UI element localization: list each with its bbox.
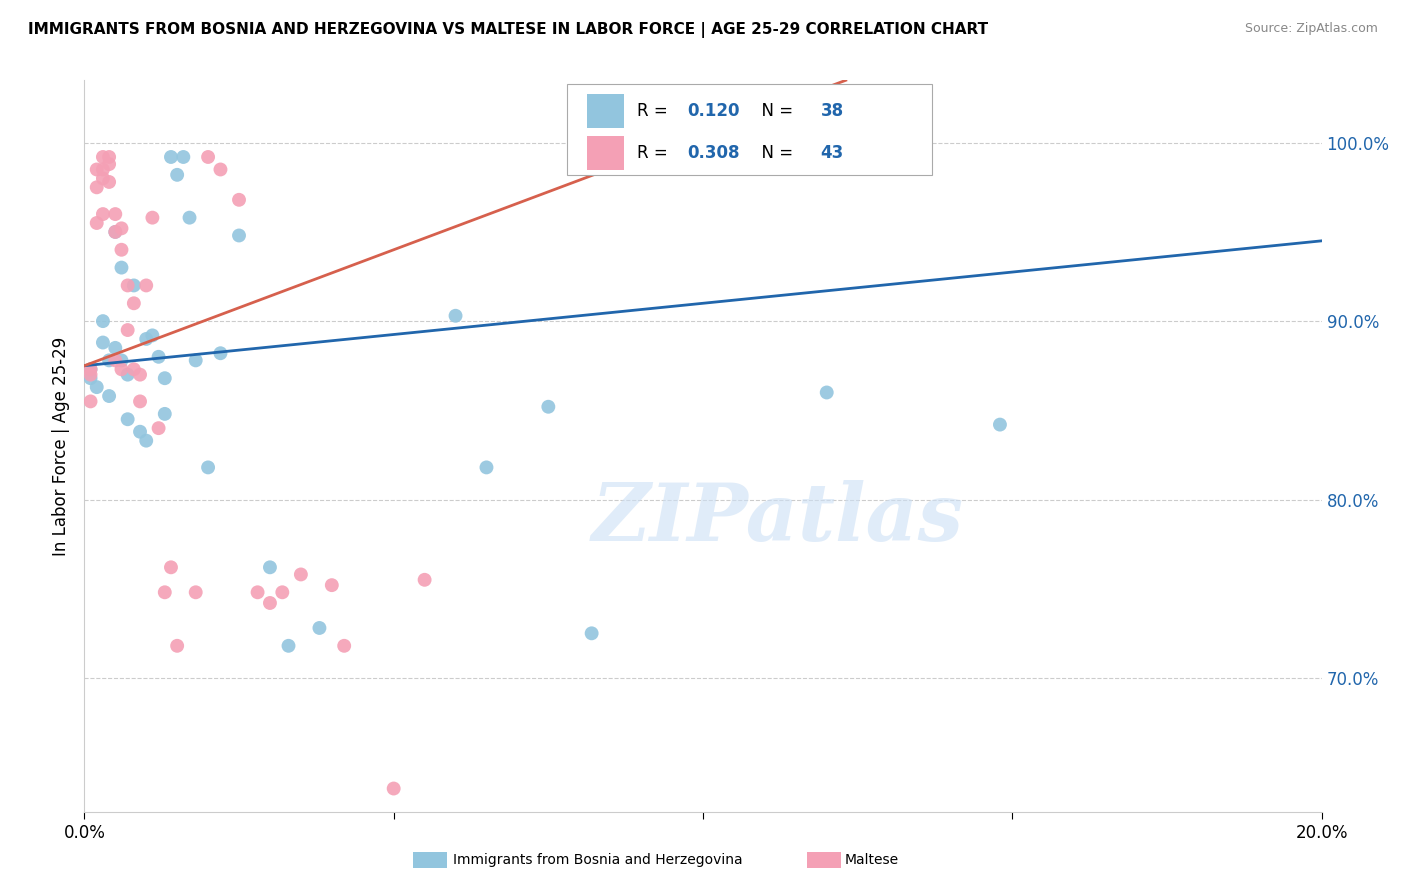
Point [537, 400, 560, 414]
Point [79, 362, 101, 376]
Point [117, 368, 139, 382]
Point [91, 171, 114, 186]
Point [122, 278, 145, 293]
Text: N =: N = [751, 145, 799, 162]
Text: R =: R = [637, 103, 673, 120]
Point [110, 243, 132, 257]
Point [98, 353, 121, 368]
Point [117, 278, 139, 293]
Point [333, 639, 356, 653]
Point [160, 150, 183, 164]
Text: ZIPatlas: ZIPatlas [591, 481, 963, 558]
Point [153, 407, 176, 421]
Text: 43: 43 [821, 145, 844, 162]
Point [129, 425, 152, 439]
Point [197, 460, 219, 475]
Point [79, 394, 101, 409]
Y-axis label: In Labor Force | Age 25-29: In Labor Force | Age 25-29 [52, 336, 70, 556]
Point [122, 296, 145, 310]
Point [160, 560, 183, 574]
Point [86, 380, 108, 394]
Point [135, 278, 157, 293]
Point [228, 228, 250, 243]
Point [988, 417, 1011, 432]
Point [271, 585, 294, 599]
Point [166, 639, 188, 653]
Point [86, 216, 108, 230]
Point [172, 150, 194, 164]
Point [259, 596, 281, 610]
Point [110, 362, 132, 376]
Point [117, 412, 139, 426]
Point [382, 781, 405, 796]
Point [129, 394, 152, 409]
FancyBboxPatch shape [586, 136, 624, 170]
Point [91, 207, 114, 221]
Point [117, 323, 139, 337]
Point [98, 157, 121, 171]
Point [135, 332, 157, 346]
Point [91, 150, 114, 164]
Point [148, 421, 170, 435]
Point [166, 168, 188, 182]
Point [148, 350, 170, 364]
Point [98, 150, 121, 164]
Text: Immigrants from Bosnia and Herzegovina: Immigrants from Bosnia and Herzegovina [453, 853, 742, 867]
Text: 38: 38 [821, 103, 844, 120]
Point [91, 335, 114, 350]
Point [98, 175, 121, 189]
Text: R =: R = [637, 145, 673, 162]
Point [228, 193, 250, 207]
Text: N =: N = [751, 103, 799, 120]
Point [91, 314, 114, 328]
Point [184, 585, 207, 599]
Point [581, 626, 603, 640]
Point [98, 389, 121, 403]
Point [104, 341, 127, 355]
Point [259, 560, 281, 574]
Point [129, 368, 152, 382]
Point [153, 371, 176, 385]
Point [79, 368, 101, 382]
FancyBboxPatch shape [586, 94, 624, 128]
Point [110, 353, 132, 368]
Point [91, 162, 114, 177]
Point [413, 573, 436, 587]
Point [308, 621, 330, 635]
Point [110, 221, 132, 235]
Point [179, 211, 201, 225]
Point [86, 180, 108, 194]
Point [209, 346, 232, 360]
Point [197, 150, 219, 164]
Point [141, 328, 163, 343]
Point [135, 434, 157, 448]
Text: Maltese: Maltese [845, 853, 898, 867]
Point [290, 567, 312, 582]
Point [209, 162, 232, 177]
Point [104, 353, 127, 368]
FancyBboxPatch shape [567, 84, 932, 176]
Point [104, 207, 127, 221]
Point [321, 578, 343, 592]
Point [184, 353, 207, 368]
Point [475, 460, 498, 475]
Point [122, 362, 145, 376]
Point [141, 211, 163, 225]
Point [444, 309, 467, 323]
Text: 0.308: 0.308 [688, 145, 740, 162]
Point [153, 585, 176, 599]
Point [104, 225, 127, 239]
Text: 0.120: 0.120 [688, 103, 740, 120]
Text: Source: ZipAtlas.com: Source: ZipAtlas.com [1244, 22, 1378, 36]
Point [110, 260, 132, 275]
Text: IMMIGRANTS FROM BOSNIA AND HERZEGOVINA VS MALTESE IN LABOR FORCE | AGE 25-29 COR: IMMIGRANTS FROM BOSNIA AND HERZEGOVINA V… [28, 22, 988, 38]
Point [79, 362, 101, 376]
Point [79, 371, 101, 385]
Point [277, 639, 299, 653]
Point [104, 225, 127, 239]
Point [86, 162, 108, 177]
Point [246, 585, 269, 599]
Point [815, 385, 838, 400]
